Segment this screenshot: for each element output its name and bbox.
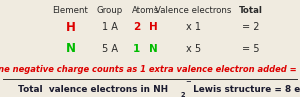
- Text: Lewis structure = 8 electrons: Lewis structure = 8 electrons: [190, 85, 300, 94]
- Text: x 5: x 5: [186, 43, 201, 54]
- Text: Element: Element: [52, 6, 88, 15]
- Text: 5 A: 5 A: [101, 43, 118, 54]
- Text: H: H: [148, 22, 157, 32]
- Text: 2: 2: [133, 22, 140, 32]
- Text: Group: Group: [96, 6, 123, 15]
- Text: Total  valence electrons in NH: Total valence electrons in NH: [18, 85, 168, 94]
- Text: Valence electrons: Valence electrons: [155, 6, 232, 15]
- Text: 2: 2: [180, 92, 185, 97]
- Text: 1: 1: [133, 43, 140, 54]
- Text: 1 A: 1 A: [102, 22, 117, 32]
- Text: One negative charge counts as 1 extra valence electron added =  1: One negative charge counts as 1 extra va…: [0, 65, 300, 74]
- Text: Atoms: Atoms: [132, 6, 159, 15]
- Text: −: −: [185, 79, 191, 85]
- Text: Total: Total: [238, 6, 262, 15]
- Text: N: N: [65, 42, 76, 55]
- Text: N: N: [148, 43, 157, 54]
- Text: x 1: x 1: [186, 22, 201, 32]
- Text: = 2: = 2: [242, 22, 259, 32]
- Text: H: H: [66, 21, 75, 34]
- Text: = 5: = 5: [242, 43, 259, 54]
